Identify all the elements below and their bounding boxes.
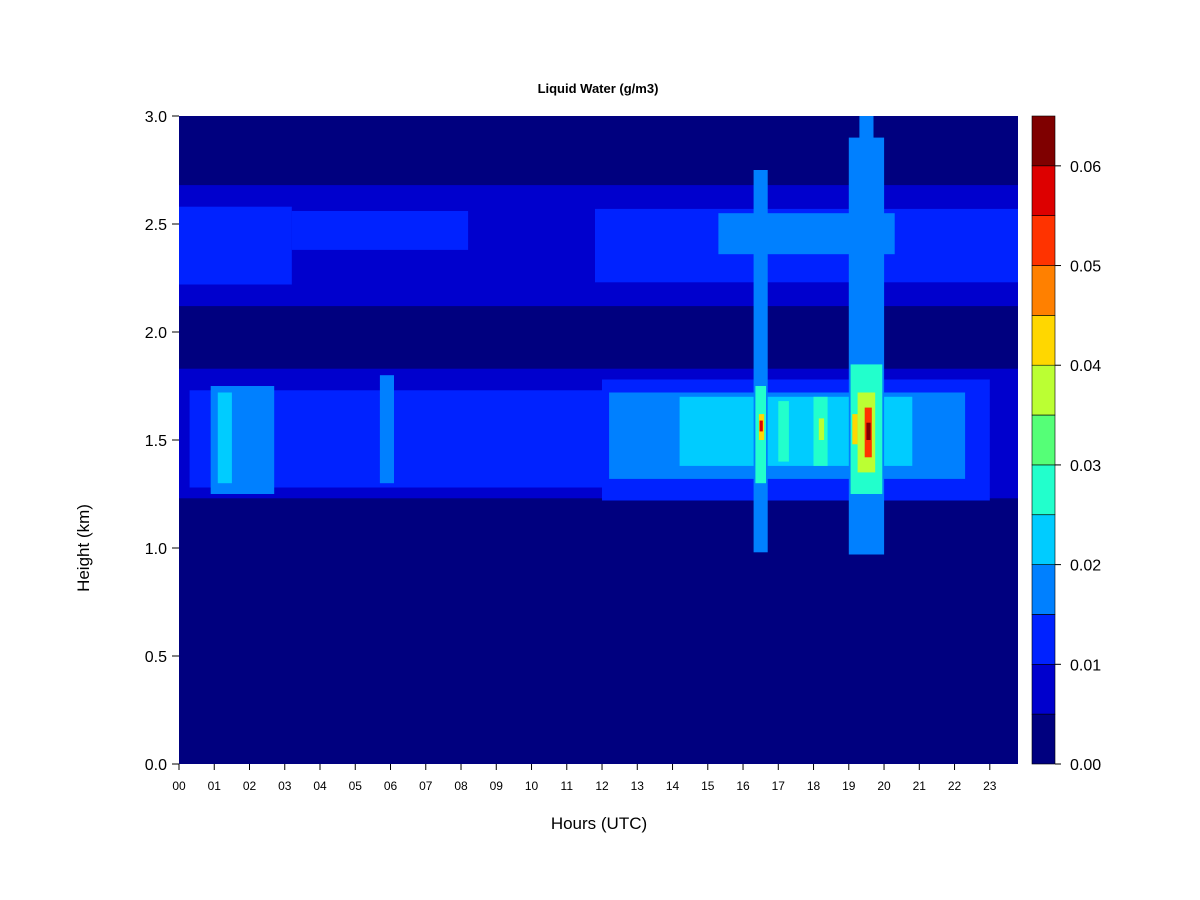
colorbar-swatch bbox=[1031, 514, 1056, 565]
y-tick-label: 0.5 bbox=[145, 649, 167, 666]
x-tick-label: 02 bbox=[243, 779, 257, 793]
contour-region-13 bbox=[753, 170, 768, 553]
x-tick-label: 07 bbox=[419, 779, 433, 793]
y-axis: 0.0 0.5 1.0 1.5 2.0 2.5 3.0 bbox=[145, 109, 179, 774]
y-tick-label: 2.5 bbox=[145, 217, 167, 234]
colorbar-swatch bbox=[1031, 414, 1056, 466]
x-tick-label: 17 bbox=[772, 779, 786, 793]
colorbar-swatch bbox=[1031, 315, 1056, 366]
colorbar-swatch bbox=[1031, 165, 1056, 216]
contour-region-16 bbox=[759, 420, 763, 432]
x-tick-label: 03 bbox=[278, 779, 292, 793]
x-tick-label: 19 bbox=[842, 779, 856, 793]
x-tick-label: 04 bbox=[313, 779, 327, 793]
colorbar-swatch bbox=[1031, 265, 1056, 316]
x-axis: 00 01 02 03 04 05 06 07 08 09 10 11 12 13 14 15 16 17 18 19… bbox=[172, 764, 997, 793]
colorbar: 0.00 0.01 0.02 0.03 0.04 0.05 0.06 bbox=[1031, 115, 1101, 774]
x-tick-label: 00 bbox=[172, 779, 186, 793]
x-tick-label: 22 bbox=[948, 779, 962, 793]
colorbar-swatch bbox=[1031, 713, 1056, 765]
plot-area bbox=[179, 116, 1018, 764]
x-tick-label: 16 bbox=[736, 779, 750, 793]
chart-title: Liquid Water (g/m3) bbox=[538, 81, 659, 96]
colorbar-swatch bbox=[1031, 215, 1056, 266]
x-tick-label: 11 bbox=[561, 779, 574, 793]
colorbar-swatch bbox=[1031, 663, 1056, 715]
colorbar-tick-label: 0.05 bbox=[1070, 259, 1101, 276]
contour-region-2 bbox=[291, 211, 469, 250]
x-tick-label: 23 bbox=[983, 779, 997, 793]
colorbar-tick-label: 0.01 bbox=[1070, 657, 1101, 674]
colorbar-swatch bbox=[1031, 564, 1056, 615]
contour-region-21 bbox=[859, 116, 874, 224]
x-tick-label: 15 bbox=[701, 779, 715, 793]
colorbar-tick-label: 0.02 bbox=[1070, 558, 1101, 575]
x-tick-label: 14 bbox=[666, 779, 680, 793]
contour-region-11 bbox=[217, 392, 232, 484]
colorbar-tick-label: 0.03 bbox=[1070, 458, 1101, 475]
y-tick-label: 3.0 bbox=[145, 109, 167, 126]
x-tick-label: 05 bbox=[349, 779, 363, 793]
colorbar-swatch bbox=[1031, 115, 1056, 167]
x-tick-label: 10 bbox=[525, 779, 539, 793]
colorbar-tick-label: 0.06 bbox=[1070, 159, 1101, 176]
x-tick-label: 18 bbox=[807, 779, 821, 793]
x-tick-label: 12 bbox=[595, 779, 609, 793]
contour-region-19 bbox=[818, 418, 825, 440]
colorbar-swatch bbox=[1031, 614, 1056, 665]
contour-region-26 bbox=[852, 414, 858, 445]
contour-region-17 bbox=[778, 401, 789, 462]
y-axis-label: Height (km) bbox=[74, 504, 93, 592]
colorbar-tick-label: 0.00 bbox=[1070, 757, 1101, 774]
colorbar-swatch bbox=[1031, 464, 1056, 515]
x-tick-label: 08 bbox=[454, 779, 468, 793]
x-tick-label: 21 bbox=[913, 779, 927, 793]
x-tick-label: 09 bbox=[490, 779, 504, 793]
colorbar-tick-label: 0.04 bbox=[1070, 358, 1101, 375]
contour-region-12 bbox=[379, 375, 394, 484]
contour-region-25 bbox=[866, 422, 871, 440]
y-tick-label: 0.0 bbox=[145, 757, 167, 774]
x-tick-label: 13 bbox=[631, 779, 645, 793]
y-tick-label: 2.0 bbox=[145, 325, 167, 342]
x-tick-label: 20 bbox=[877, 779, 891, 793]
contour-region-1 bbox=[179, 206, 292, 285]
x-tick-label: 01 bbox=[208, 779, 222, 793]
colorbar-swatch bbox=[1031, 364, 1056, 416]
x-tick-label: 06 bbox=[384, 779, 398, 793]
x-axis-label: Hours (UTC) bbox=[551, 814, 647, 833]
y-tick-label: 1.0 bbox=[145, 541, 167, 558]
y-tick-label: 1.5 bbox=[145, 433, 167, 450]
